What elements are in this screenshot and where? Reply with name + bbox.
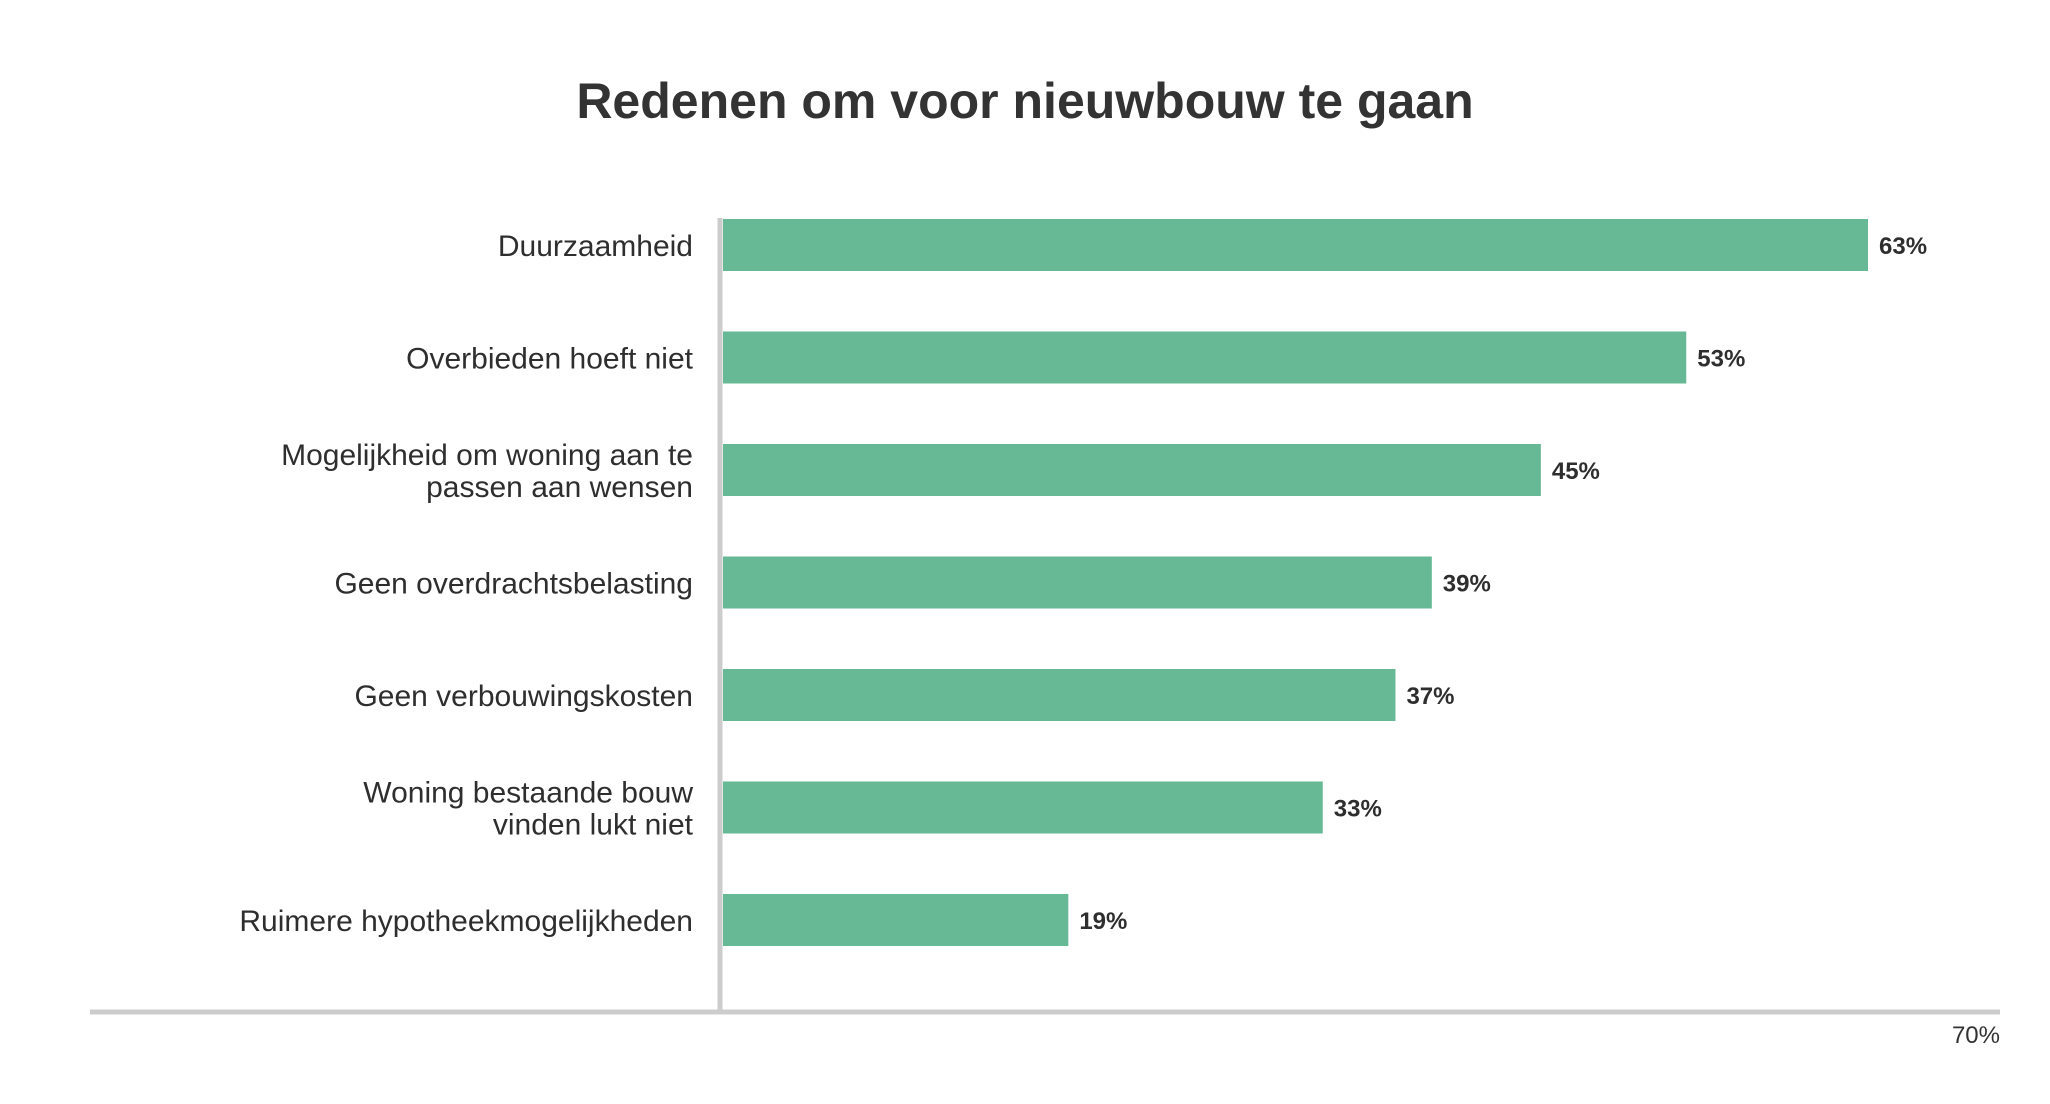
data-label: 53%: [1697, 346, 1745, 373]
category-label: Geen overdrachtsbelasting: [334, 568, 693, 601]
data-label: 19%: [1079, 908, 1127, 935]
bar: [723, 444, 1541, 496]
category-label: passen aan wensen: [426, 471, 693, 504]
bar: [723, 669, 1396, 721]
data-label: 63%: [1879, 233, 1927, 260]
x-tick-label: 70%: [1952, 1022, 2000, 1049]
bar: [723, 894, 1069, 946]
category-label: Ruimere hypotheekmogelijkheden: [239, 905, 693, 938]
category-label: vinden lukt niet: [493, 809, 694, 842]
data-label: 39%: [1443, 571, 1491, 598]
bar: [723, 219, 1868, 271]
bar: [723, 331, 1687, 384]
bars-layer: [723, 219, 1868, 946]
category-label: Mogelijkheid om woning aan te: [281, 439, 693, 472]
labels-layer: 63% Duurzaamheid 53% Overbieden hoeft niet 4…: [239, 230, 1927, 938]
bar: [723, 781, 1323, 834]
data-label: 33%: [1334, 796, 1382, 823]
category-label: Overbieden hoeft niet: [406, 343, 694, 376]
category-label: Woning bestaande bouw: [363, 777, 693, 810]
data-label: 45%: [1552, 458, 1600, 485]
chart-title: Redenen om voor nieuwbouw te gaan: [576, 73, 1474, 129]
data-label: 37%: [1406, 683, 1454, 710]
category-label: Geen verbouwingskosten: [354, 680, 693, 713]
category-label: Duurzaamheid: [498, 230, 693, 263]
bar: [723, 556, 1432, 609]
